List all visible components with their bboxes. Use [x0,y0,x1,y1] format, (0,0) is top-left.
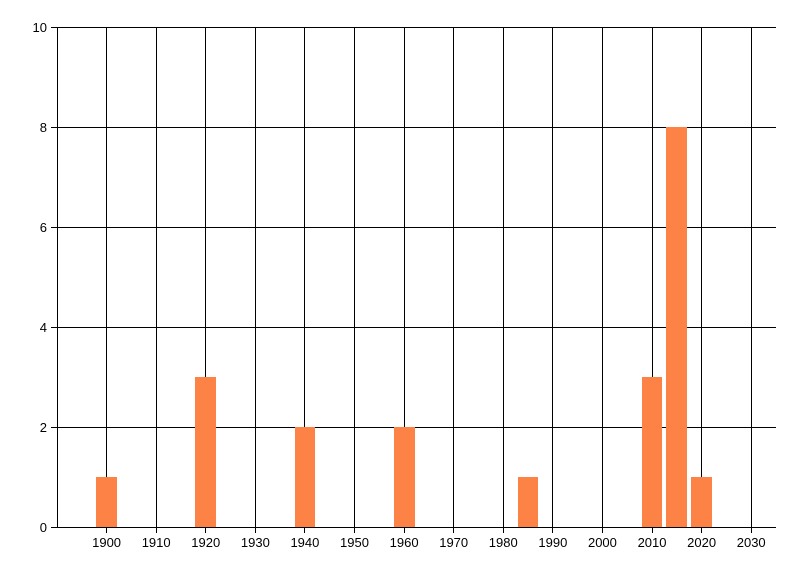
x-tick [502,527,504,533]
v-gridline [304,27,306,527]
x-tick-label: 2020 [687,535,717,550]
h-gridline [57,326,776,328]
bar-2020 [691,477,713,527]
y-tick [51,426,57,428]
y-tick-label: 2 [39,419,47,435]
y-tick-label: 10 [32,19,47,35]
x-tick [601,527,603,533]
x-tick [155,527,157,533]
x-tick [354,527,356,533]
x-tick-label: 1960 [389,535,419,550]
v-gridline [502,27,504,527]
y-tick-label: 6 [39,219,47,235]
v-gridline [453,27,455,527]
x-tick-label: 2000 [587,535,617,550]
x-tick [403,527,405,533]
x-tick-label: 1920 [191,535,221,550]
h-gridline [57,126,776,128]
x-tick [552,527,554,533]
bar-2015 [666,127,688,527]
x-tick [651,527,653,533]
v-gridline [750,27,752,527]
x-tick-label: 1950 [340,535,369,550]
v-gridline [701,27,703,527]
y-tick [51,326,57,328]
v-gridline [254,27,256,527]
v-gridline [651,27,653,527]
x-tick [453,527,455,533]
y-tick [51,526,57,528]
y-tick [51,226,57,228]
v-gridline [106,27,108,527]
x-tick-label: 1940 [290,535,320,550]
v-gridline [403,27,405,527]
x-tick-label: 1930 [240,535,270,550]
x-tick-label: 1970 [439,535,469,550]
y-tick-label: 8 [39,119,47,135]
bar-1940 [294,427,316,527]
y-tick-label: 0 [39,519,47,535]
h-gridline [57,26,776,28]
x-tick [205,527,207,533]
h-gridline [57,226,776,228]
x-tick-label: 1980 [488,535,518,550]
v-gridline [601,27,603,527]
x-tick [254,527,256,533]
x-tick-label: 1900 [92,535,122,550]
v-gridline [552,27,554,527]
x-tick [750,527,752,533]
bar-1985 [517,477,539,527]
x-tick-label: 1990 [538,535,568,550]
v-gridline [354,27,356,527]
h-gridline [57,426,776,428]
bar-2010 [641,377,663,527]
x-tick-label: 2010 [637,535,667,550]
y-axis [56,27,58,527]
x-tick-label: 1910 [141,535,171,550]
y-tick [51,26,57,28]
x-tick [701,527,703,533]
v-gridline [205,27,207,527]
x-tick [304,527,306,533]
y-tick [51,126,57,128]
v-gridline [155,27,157,527]
y-tick-label: 4 [39,319,47,335]
bar-1920 [195,377,217,527]
bar-1900 [96,477,117,527]
x-tick [106,527,108,533]
x-tick-label: 2030 [736,535,766,550]
bar-1960 [393,427,415,527]
x-axis [57,526,776,528]
